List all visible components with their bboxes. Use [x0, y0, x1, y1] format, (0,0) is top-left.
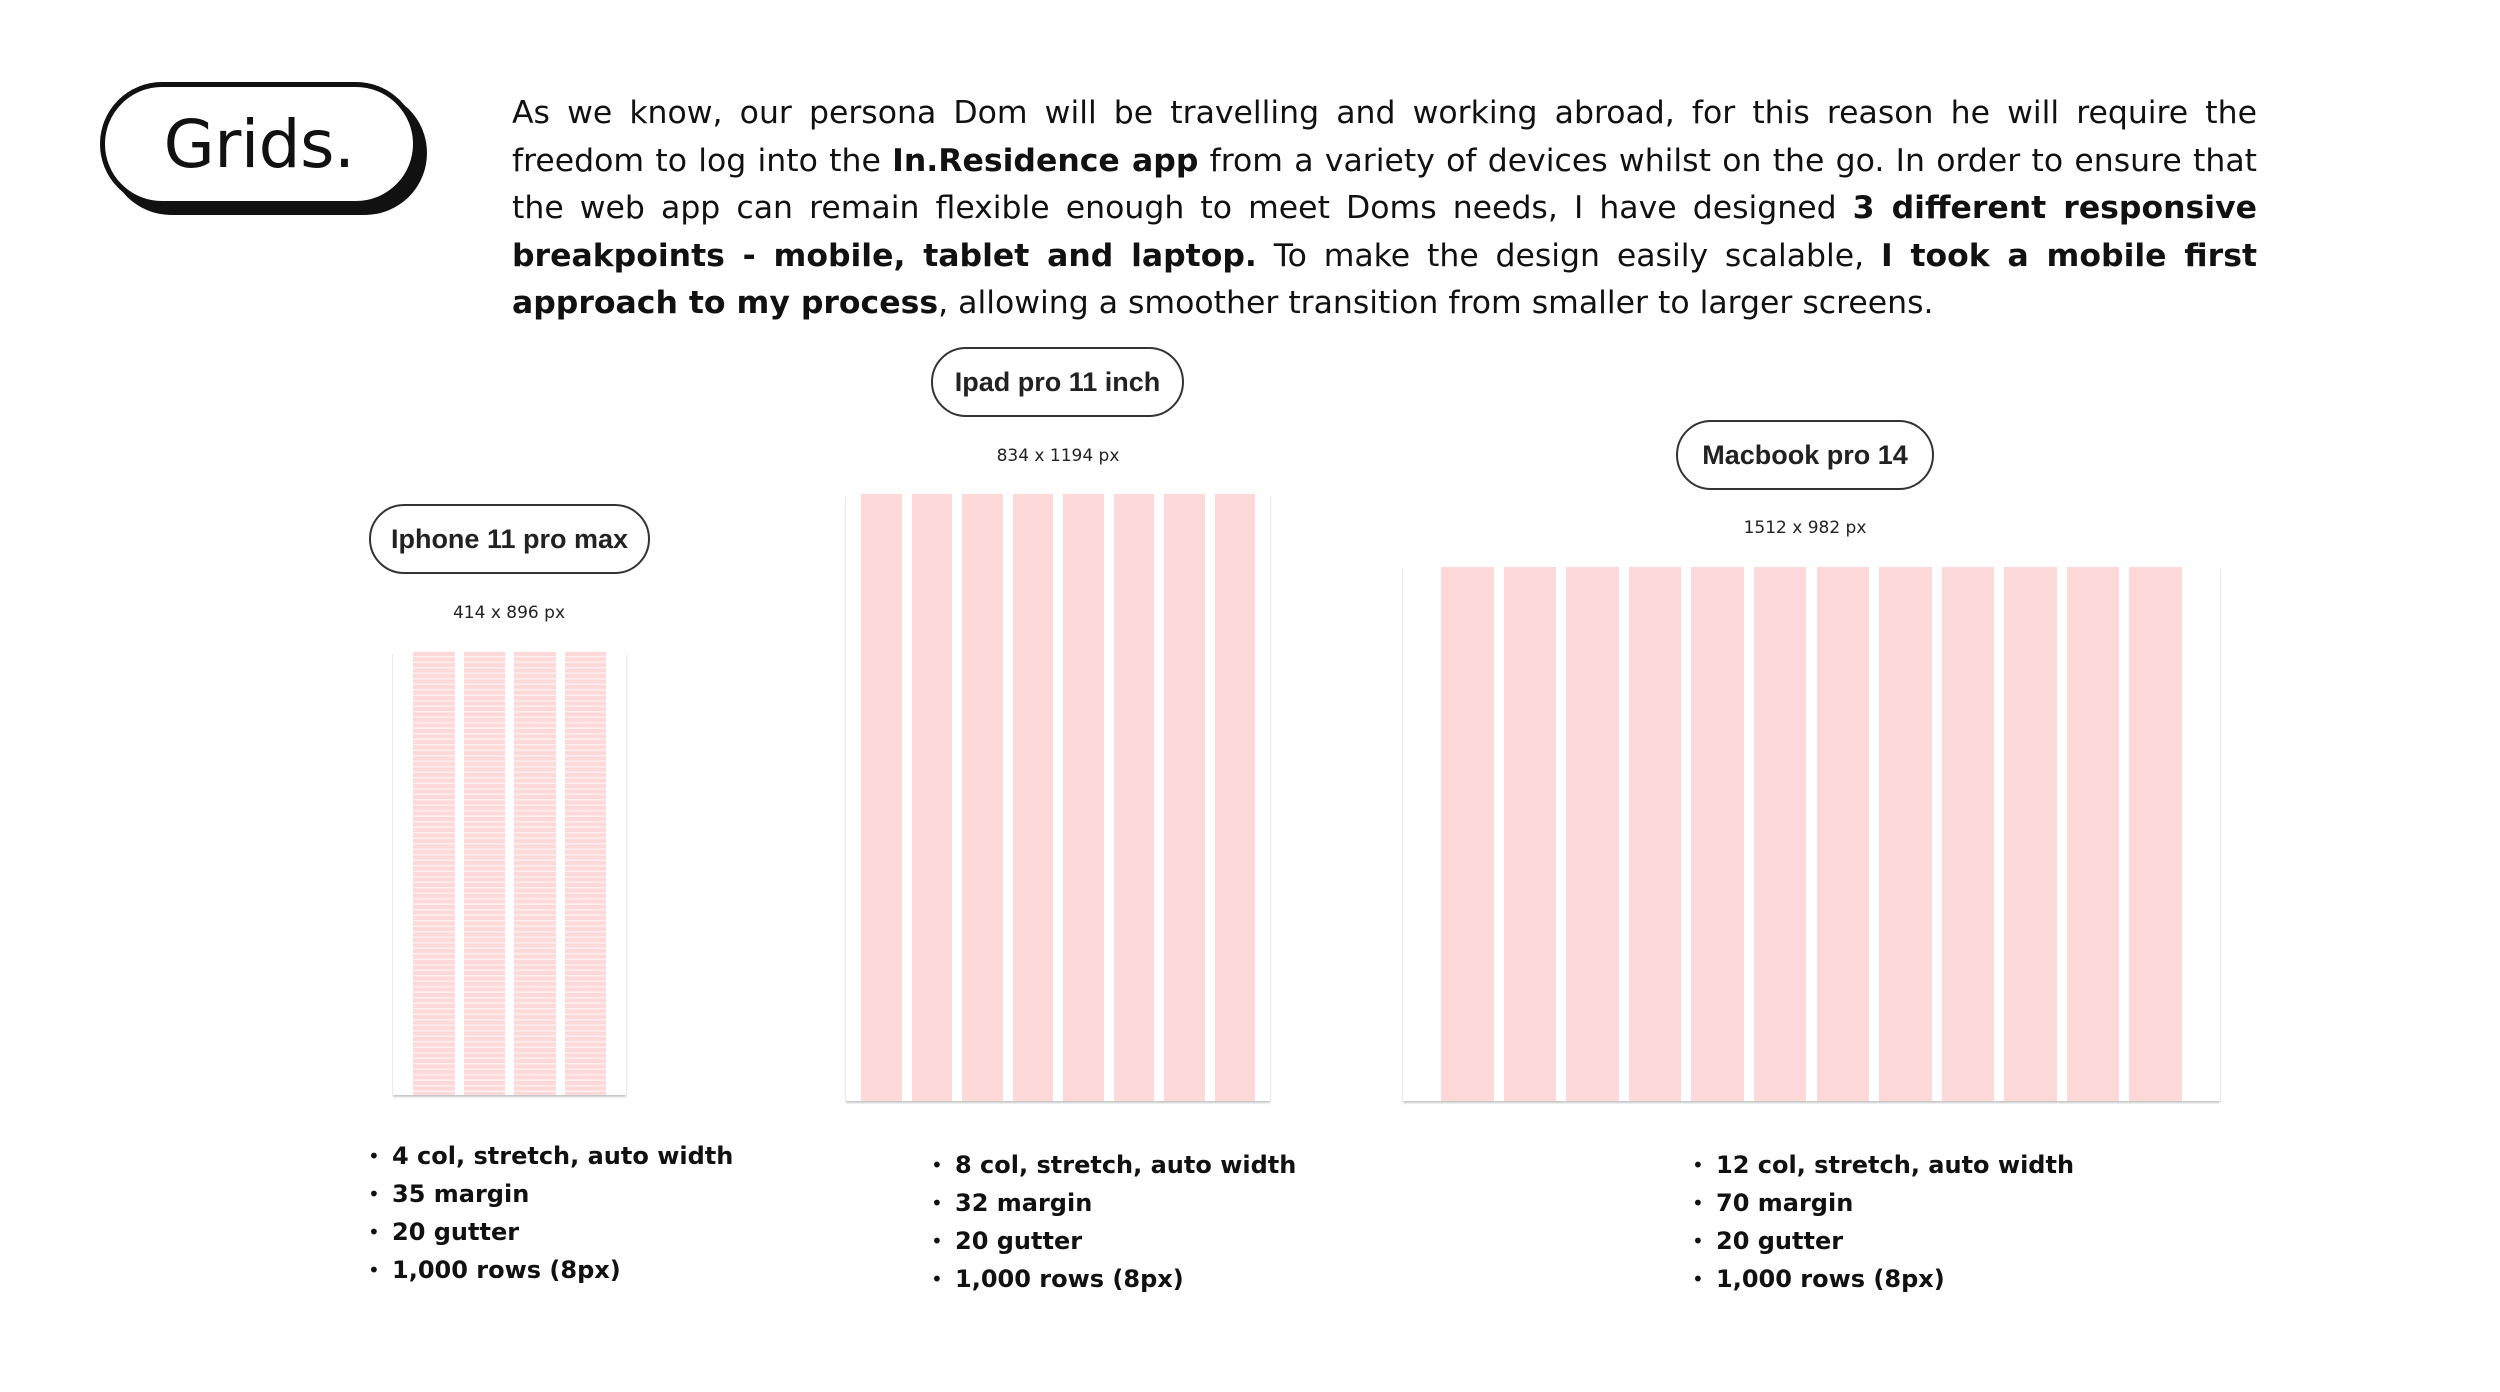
grid-column: [962, 494, 1003, 1101]
grid-rows-overlay: [393, 652, 626, 1095]
intro-emphasis: 3 different responsive breakpoints - mob…: [512, 190, 2257, 274]
spec-item: 1,000 rows (8px): [368, 1251, 733, 1289]
device-name: Macbook pro 14: [1702, 439, 1908, 470]
grid-column: [1691, 567, 1744, 1101]
grid-column: [911, 494, 952, 1101]
spec-item: 4 col, stretch, auto width: [368, 1137, 733, 1175]
spec-item: 70 margin: [1692, 1184, 2074, 1222]
spec-item: 12 col, stretch, auto width: [1692, 1146, 2074, 1184]
grid-column: [1503, 567, 1557, 1101]
device-label-iphone: Iphone 11 pro max: [369, 504, 650, 574]
spec-list-ipad: 8 col, stretch, auto width 32 margin 20 …: [931, 1146, 1296, 1298]
intro-emphasis: I took a mobile first approach to my pro…: [512, 237, 2257, 322]
grid-column: [2066, 567, 2120, 1101]
intro-text: from a variety of devices whilst on the …: [512, 142, 2257, 227]
spec-item: 8 col, stretch, auto width: [931, 1146, 1296, 1184]
grid-column: [861, 494, 902, 1101]
spec-item: 20 gutter: [1692, 1222, 2074, 1260]
device-name: Ipad pro 11 inch: [954, 366, 1161, 397]
grid-column: [1628, 567, 1682, 1101]
device-label-macbook: Macbook pro 14: [1676, 420, 1934, 490]
device-dimensions-ipad: 834 x 1194 px: [996, 446, 1120, 466]
intro-paragraph: As we know, our persona Dom will be trav…: [512, 90, 2257, 328]
intro-text: , allowing a smoother transition from sm…: [938, 285, 1934, 321]
intro-text: To make the design easily scalable,: [1256, 237, 1881, 274]
spec-item: 32 margin: [931, 1184, 1296, 1222]
device-dimensions-iphone: 414 x 896 px: [452, 603, 566, 623]
spec-item: 20 gutter: [368, 1213, 733, 1251]
grid-column: [1879, 567, 1932, 1101]
device-label-ipad: Ipad pro 11 inch: [931, 347, 1184, 417]
spec-item: 35 margin: [368, 1175, 733, 1213]
grid-preview-macbook: [1403, 567, 2220, 1101]
spec-item: 1,000 rows (8px): [931, 1260, 1296, 1298]
grid-column: [1441, 567, 1494, 1101]
page-title: Grids.: [163, 105, 355, 183]
spec-list-macbook: 12 col, stretch, auto width 70 margin 20…: [1692, 1146, 2074, 1298]
title-pill: Grids.: [100, 82, 418, 206]
grid-preview-iphone: [393, 652, 626, 1095]
grid-column: [2004, 567, 2057, 1101]
grid-column: [2129, 567, 2182, 1101]
spec-list-iphone: 4 col, stretch, auto width 35 margin 20 …: [368, 1137, 733, 1289]
device-name: Iphone 11 pro max: [390, 523, 629, 554]
spec-item: 20 gutter: [931, 1222, 1296, 1260]
grid-column: [1063, 494, 1104, 1101]
grid-column: [1753, 567, 1807, 1101]
grid-column: [1012, 494, 1053, 1101]
spec-item: 1,000 rows (8px): [1692, 1260, 2074, 1298]
grid-column: [1566, 567, 1619, 1101]
grid-column: [1164, 494, 1205, 1101]
grid-column: [1113, 494, 1154, 1101]
grid-column: [1941, 567, 1995, 1101]
grid-column: [1816, 567, 1870, 1101]
grid-preview-ipad: [846, 494, 1270, 1101]
intro-emphasis: In.Residence app: [892, 142, 1199, 179]
grid-column: [1214, 494, 1255, 1101]
intro-text: As we know, our persona Dom will be trav…: [512, 95, 2257, 179]
device-dimensions-macbook: 1512 x 982 px: [1743, 518, 1867, 538]
